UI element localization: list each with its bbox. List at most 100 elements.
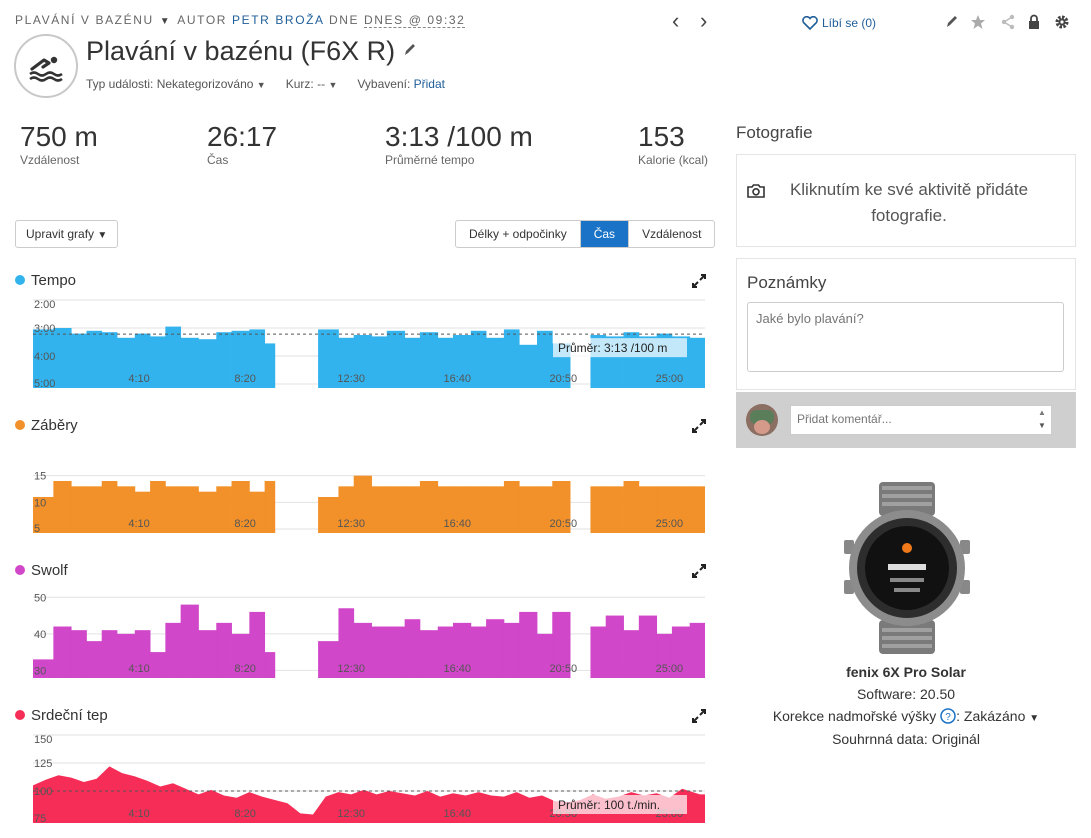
swolf-bar[interactable] bbox=[605, 615, 624, 678]
swolf-bar[interactable] bbox=[150, 652, 166, 678]
tempo-bar[interactable] bbox=[231, 330, 250, 388]
swolf-bar[interactable] bbox=[437, 626, 454, 678]
strokes-bar[interactable] bbox=[656, 486, 673, 533]
strokes-bar[interactable] bbox=[117, 486, 136, 533]
tempo-bar[interactable] bbox=[318, 329, 339, 388]
activity-type-link[interactable]: PLAVÁNÍ V BAZÉNU bbox=[15, 13, 154, 27]
strokes-bar[interactable] bbox=[134, 491, 151, 533]
photos-box[interactable]: Kliknutím ke své aktivitě přidáte fotogr… bbox=[736, 154, 1076, 247]
expand-tempo-icon[interactable] bbox=[692, 274, 706, 288]
strokes-bar[interactable] bbox=[165, 486, 182, 533]
tempo-bar[interactable] bbox=[437, 337, 454, 388]
tempo-bar[interactable] bbox=[689, 337, 705, 388]
strokes-bar[interactable] bbox=[216, 486, 232, 533]
strokes-bar[interactable] bbox=[671, 486, 691, 533]
event-type-select[interactable]: Nekategorizováno ▼ bbox=[157, 77, 266, 91]
strokes-bar[interactable] bbox=[86, 486, 103, 533]
comment-input[interactable] bbox=[791, 406, 1033, 432]
strokes-bar[interactable] bbox=[231, 481, 250, 533]
tempo-bar[interactable] bbox=[470, 330, 487, 388]
altitude-select[interactable]: Zakázáno ▼ bbox=[964, 708, 1039, 724]
strokes-bar[interactable] bbox=[605, 486, 624, 533]
strokes-bar[interactable] bbox=[419, 481, 439, 533]
strokes-bar[interactable] bbox=[437, 486, 454, 533]
share-icon[interactable] bbox=[1000, 14, 1016, 30]
scroll-down-icon[interactable]: ▼ bbox=[1038, 421, 1046, 430]
tempo-bar[interactable] bbox=[216, 332, 232, 388]
tempo-bar[interactable] bbox=[134, 333, 151, 388]
swolf-bar[interactable] bbox=[486, 619, 505, 678]
help-icon[interactable]: ? bbox=[940, 708, 956, 724]
swolf-bar[interactable] bbox=[264, 652, 276, 678]
tempo-bar[interactable] bbox=[101, 332, 118, 388]
strokes-bar[interactable] bbox=[101, 481, 118, 533]
tab-distance[interactable]: Vzdálenost bbox=[642, 227, 702, 241]
tempo-chart[interactable]: 2:00 3:00 4:00 5:00 4:10 8:20 12:30 16:40 20:50 2… bbox=[33, 298, 705, 388]
strokes-bar[interactable] bbox=[53, 481, 72, 533]
swolf-bar[interactable] bbox=[537, 633, 553, 678]
tempo-bar[interactable] bbox=[338, 337, 355, 388]
strokes-bar[interactable] bbox=[486, 486, 505, 533]
like-button[interactable]: Líbí se (0) bbox=[802, 15, 876, 31]
edit-title-pencil-icon[interactable] bbox=[403, 42, 417, 58]
swolf-bar[interactable] bbox=[165, 622, 182, 678]
notes-textarea[interactable] bbox=[747, 302, 1064, 372]
strokes-bar[interactable] bbox=[623, 481, 640, 533]
activity-type-caret-icon[interactable]: ▼ bbox=[159, 16, 172, 27]
swolf-bar[interactable] bbox=[656, 633, 673, 678]
swolf-bar[interactable] bbox=[671, 626, 691, 678]
tempo-bar[interactable] bbox=[117, 337, 136, 388]
strokes-bar[interactable] bbox=[552, 481, 571, 533]
gear-icon[interactable] bbox=[1054, 14, 1070, 30]
swolf-bar[interactable] bbox=[117, 633, 136, 678]
tempo-bar[interactable] bbox=[353, 335, 372, 388]
add-gear-link[interactable]: Přidat bbox=[413, 77, 445, 91]
heart-area[interactable] bbox=[33, 766, 705, 823]
strokes-bar[interactable] bbox=[537, 486, 553, 533]
tempo-bar[interactable] bbox=[86, 330, 103, 388]
tempo-bar[interactable] bbox=[386, 330, 406, 388]
strokes-bar[interactable] bbox=[264, 481, 276, 533]
swolf-bar[interactable] bbox=[33, 659, 54, 678]
strokes-bar[interactable] bbox=[590, 486, 607, 533]
swolf-bar[interactable] bbox=[134, 630, 151, 678]
swolf-bar[interactable] bbox=[503, 622, 520, 678]
swolf-bar[interactable] bbox=[453, 622, 472, 678]
activity-date[interactable]: DNES @ 09:32 bbox=[364, 13, 466, 28]
tab-time[interactable]: Čas bbox=[580, 221, 630, 247]
strokes-bar[interactable] bbox=[338, 486, 355, 533]
strokes-bar[interactable] bbox=[150, 481, 166, 533]
edit-charts-button[interactable]: Upravit grafy ▼ bbox=[15, 220, 119, 248]
tempo-bar[interactable] bbox=[404, 337, 421, 388]
swolf-bar[interactable] bbox=[470, 626, 487, 678]
swolf-bar[interactable] bbox=[198, 630, 217, 678]
strokes-bar[interactable] bbox=[519, 486, 538, 533]
tempo-bar[interactable] bbox=[71, 333, 87, 388]
tempo-bar[interactable] bbox=[165, 326, 182, 388]
strokes-bar[interactable] bbox=[249, 491, 266, 533]
swolf-bar[interactable] bbox=[419, 630, 439, 678]
swolf-bar[interactable] bbox=[338, 608, 355, 678]
strokes-bar[interactable] bbox=[180, 486, 199, 533]
tempo-bar[interactable] bbox=[150, 336, 166, 388]
tempo-bar[interactable] bbox=[264, 343, 276, 388]
tempo-bar[interactable] bbox=[180, 337, 199, 388]
author-link[interactable]: PETR BROŽA bbox=[231, 13, 324, 27]
strokes-bar[interactable] bbox=[33, 497, 54, 533]
swolf-bar[interactable] bbox=[231, 633, 250, 678]
lock-icon[interactable] bbox=[1028, 14, 1040, 30]
tempo-bar[interactable] bbox=[371, 336, 388, 388]
swolf-bar[interactable] bbox=[590, 626, 607, 678]
prev-arrow-icon[interactable]: ‹ bbox=[672, 8, 680, 33]
swolf-bar[interactable] bbox=[53, 626, 72, 678]
swolf-bar[interactable] bbox=[689, 622, 705, 678]
strokes-bar[interactable] bbox=[71, 486, 87, 533]
scroll-up-icon[interactable]: ▲ bbox=[1038, 408, 1046, 417]
swolf-bar[interactable] bbox=[371, 626, 388, 678]
swolf-bar[interactable] bbox=[180, 604, 199, 678]
swolf-bar[interactable] bbox=[101, 630, 118, 678]
strokes-bar[interactable] bbox=[453, 486, 472, 533]
swolf-chart[interactable]: 50 40 30 4:10 8:20 12:30 16:40 20:50 25:00 bbox=[33, 588, 705, 678]
swolf-bar[interactable] bbox=[519, 611, 538, 678]
strokes-bar[interactable] bbox=[638, 486, 658, 533]
